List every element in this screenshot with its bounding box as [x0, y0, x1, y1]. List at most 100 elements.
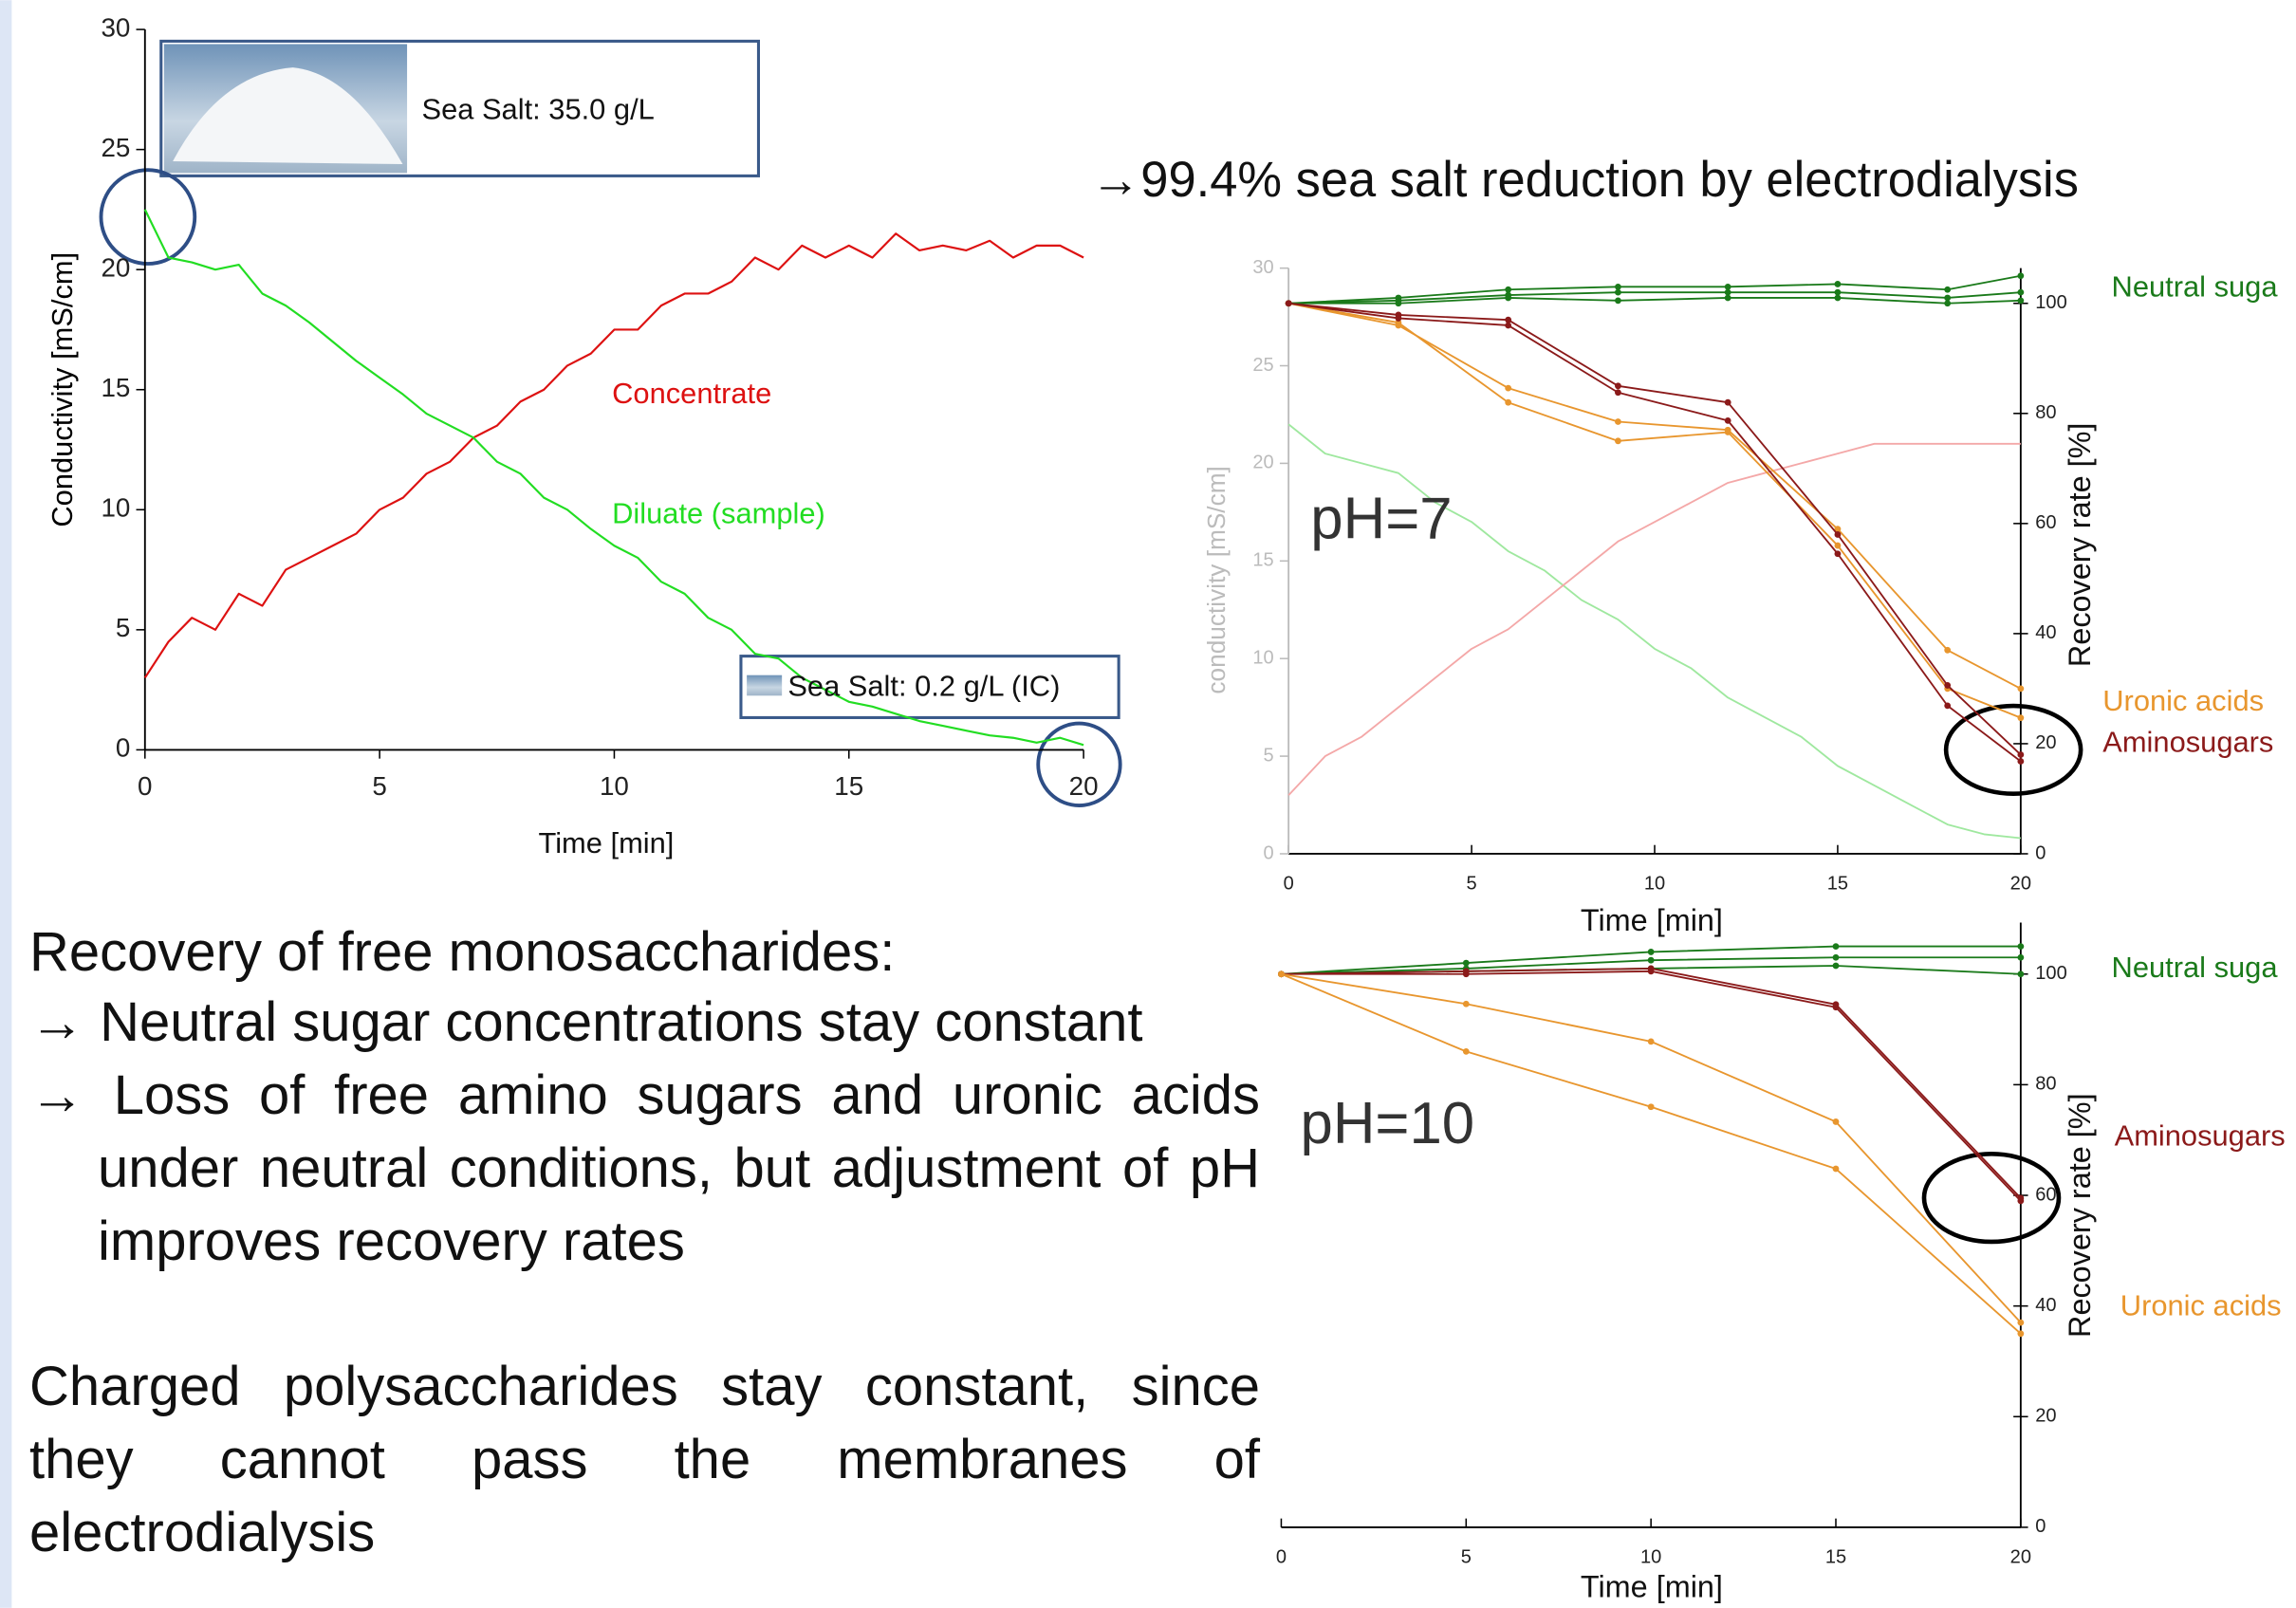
- data-point: [1834, 526, 1842, 533]
- data-point: [2017, 685, 2025, 693]
- data-point: [1944, 294, 1952, 302]
- data-point: [1647, 949, 1655, 955]
- annotation: pH=7: [1310, 486, 1452, 551]
- x-tick-label: 15: [1827, 874, 1848, 895]
- series-line: [1281, 970, 2022, 1202]
- y2-tick-label: 100: [2035, 963, 2066, 984]
- series-label: Neutral suga: [2112, 951, 2279, 984]
- series-label: Uronic acids: [2120, 1289, 2282, 1322]
- y-tick-label: 5: [116, 613, 130, 642]
- y2-tick-label: 40: [2035, 622, 2056, 643]
- data-point: [1944, 682, 1952, 689]
- y-axis-label: conductivity [mS/cm]: [1202, 466, 1231, 693]
- y2-tick-label: 80: [2035, 1074, 2056, 1095]
- data-point: [1462, 970, 1470, 978]
- series-label: Aminosugars: [2102, 725, 2273, 758]
- data-point: [1724, 429, 1731, 435]
- data-point: [2017, 714, 2025, 722]
- data-point: [1832, 943, 1840, 950]
- data-point: [1615, 418, 1621, 425]
- y-tick-label: 15: [101, 373, 130, 402]
- data-point: [1505, 286, 1512, 293]
- y-tick-label: 5: [1264, 745, 1274, 766]
- x-axis-label: Time [min]: [1581, 1569, 1723, 1603]
- data-point: [1832, 962, 1840, 970]
- salt-icon: [747, 675, 783, 696]
- y2-tick-label: 0: [2035, 842, 2046, 863]
- series-line: [1288, 302, 2022, 763]
- data-point: [1615, 288, 1621, 296]
- annotation: pH=10: [1301, 1091, 1475, 1156]
- y-tick-label: 25: [1252, 355, 1273, 376]
- y2-tick-label: 40: [2035, 1295, 2056, 1316]
- x-tick-label: 0: [1284, 874, 1294, 895]
- data-point: [1285, 300, 1292, 307]
- bullets: → Neutral sugar concentrations stay cons…: [29, 986, 1260, 1278]
- y-tick-label: 20: [1252, 453, 1273, 473]
- y2-tick-label: 60: [2035, 1184, 2056, 1205]
- data-point: [1724, 398, 1731, 406]
- data-point: [1395, 300, 1402, 307]
- data-point: [1832, 1004, 1840, 1011]
- salt-pile: [173, 67, 403, 165]
- y2-axis-label: Recovery rate [%]: [2063, 1093, 2097, 1338]
- y-tick-label: 0: [1264, 842, 1274, 863]
- data-point: [1615, 389, 1621, 397]
- data-point: [1834, 550, 1842, 558]
- data-point: [2017, 288, 2025, 296]
- y-tick-label: 30: [101, 12, 130, 42]
- data-point: [1505, 384, 1512, 392]
- data-point: [1462, 1047, 1470, 1055]
- x-tick-label: 0: [1276, 1547, 1287, 1568]
- data-point: [1832, 953, 1840, 961]
- x-tick-label: 10: [1640, 1547, 1661, 1568]
- data-point: [1505, 398, 1512, 406]
- data-point: [1834, 542, 1842, 549]
- data-point: [1615, 437, 1621, 445]
- series-line: [1288, 302, 2022, 756]
- series-label: Diluate (sample): [612, 497, 825, 530]
- data-point: [2017, 1330, 2025, 1338]
- data-point: [1944, 702, 1952, 710]
- data-point: [1944, 300, 1952, 307]
- salt-box-small: [739, 655, 1120, 719]
- series-line: [143, 209, 1084, 747]
- data-point: [1834, 531, 1842, 538]
- y2-tick-label: 80: [2035, 402, 2056, 423]
- y2-tick-label: 20: [2035, 732, 2056, 753]
- data-point: [1834, 288, 1842, 296]
- data-point: [2017, 751, 2025, 758]
- data-point: [1944, 286, 1952, 293]
- data-point: [2017, 970, 2025, 978]
- y-tick-label: 10: [1252, 647, 1273, 668]
- x-tick-label: 15: [1825, 1547, 1846, 1568]
- series-line: [1288, 297, 2021, 305]
- highlight-circle: [99, 168, 197, 266]
- data-point: [1647, 956, 1655, 964]
- data-point: [2017, 1319, 2025, 1326]
- paragraph: Charged polysaccharides stay constant, s…: [29, 1356, 1260, 1563]
- x-axis-label: Time [min]: [539, 826, 675, 859]
- data-point: [1615, 283, 1621, 290]
- y-tick-label: 20: [101, 253, 130, 283]
- x-axis-label: Time [min]: [1581, 903, 1723, 937]
- data-point: [1944, 646, 1952, 654]
- data-point: [1395, 315, 1402, 322]
- x-tick-label: 20: [1069, 771, 1099, 801]
- headline: →99.4% sea salt reduction by electrodial…: [1091, 153, 2079, 208]
- y2-tick-label: 60: [2035, 512, 2056, 533]
- series-line: [1287, 442, 2021, 796]
- data-point: [1724, 288, 1731, 296]
- data-point: [2017, 758, 2025, 765]
- data-point: [1462, 1000, 1470, 1007]
- data-point: [2017, 943, 2025, 950]
- data-point: [1505, 316, 1512, 323]
- data-point: [1647, 968, 1655, 975]
- series-line: [143, 232, 1084, 679]
- series-line: [1287, 423, 2021, 840]
- x-tick-label: 5: [1467, 874, 1477, 895]
- highlight-circle: [1036, 721, 1122, 807]
- y-tick-label: 10: [101, 493, 130, 523]
